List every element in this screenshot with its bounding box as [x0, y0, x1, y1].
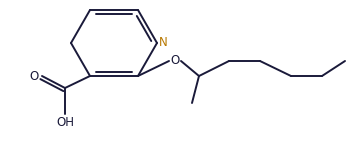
Text: OH: OH	[56, 116, 74, 129]
Text: O: O	[170, 55, 180, 67]
Text: N: N	[159, 35, 168, 48]
Text: O: O	[30, 69, 39, 82]
